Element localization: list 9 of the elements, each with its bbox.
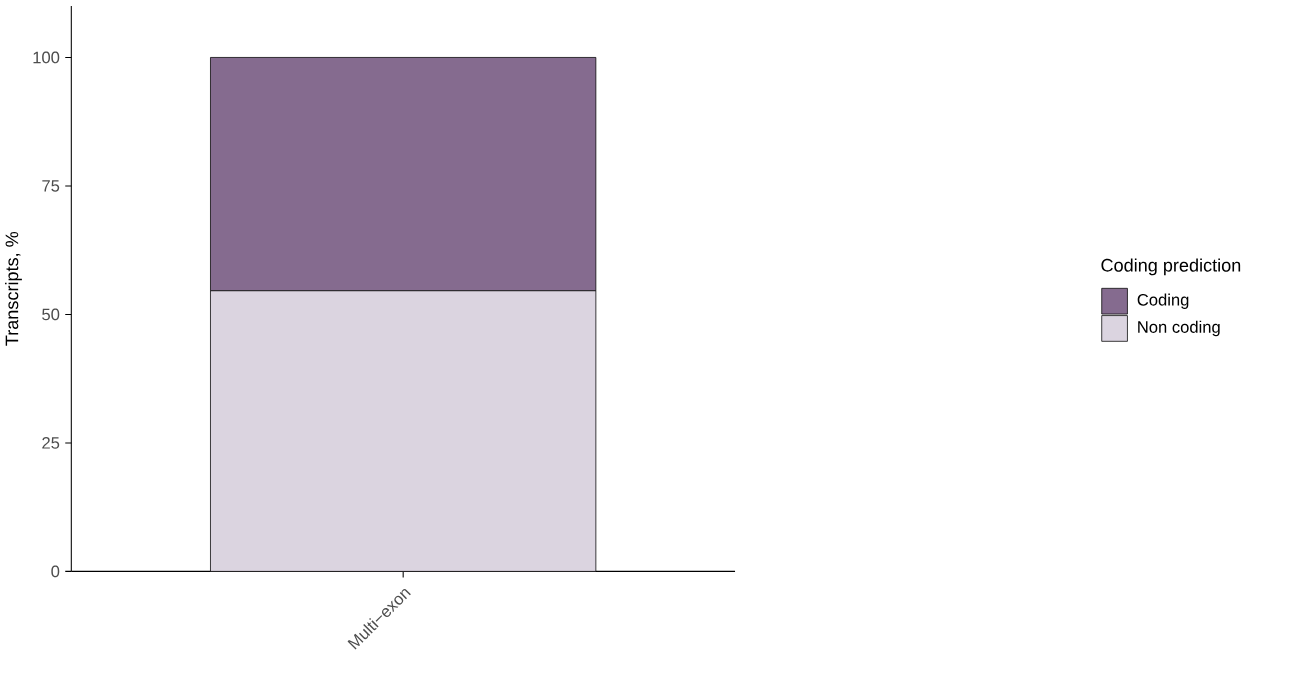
y-tick-label: 25 <box>42 437 60 449</box>
y-tick-label: 50 <box>42 308 60 321</box>
legend-label: Non coding <box>1138 320 1220 337</box>
legend-title: Coding prediction <box>1101 258 1241 276</box>
y-tick-label: 75 <box>42 180 60 192</box>
y-tick-label: 100 <box>33 51 60 64</box>
legend-label: Coding <box>1137 293 1189 309</box>
y-tick-label: 0 <box>51 565 60 578</box>
y-axis-title: Transcripts, % <box>5 231 22 346</box>
